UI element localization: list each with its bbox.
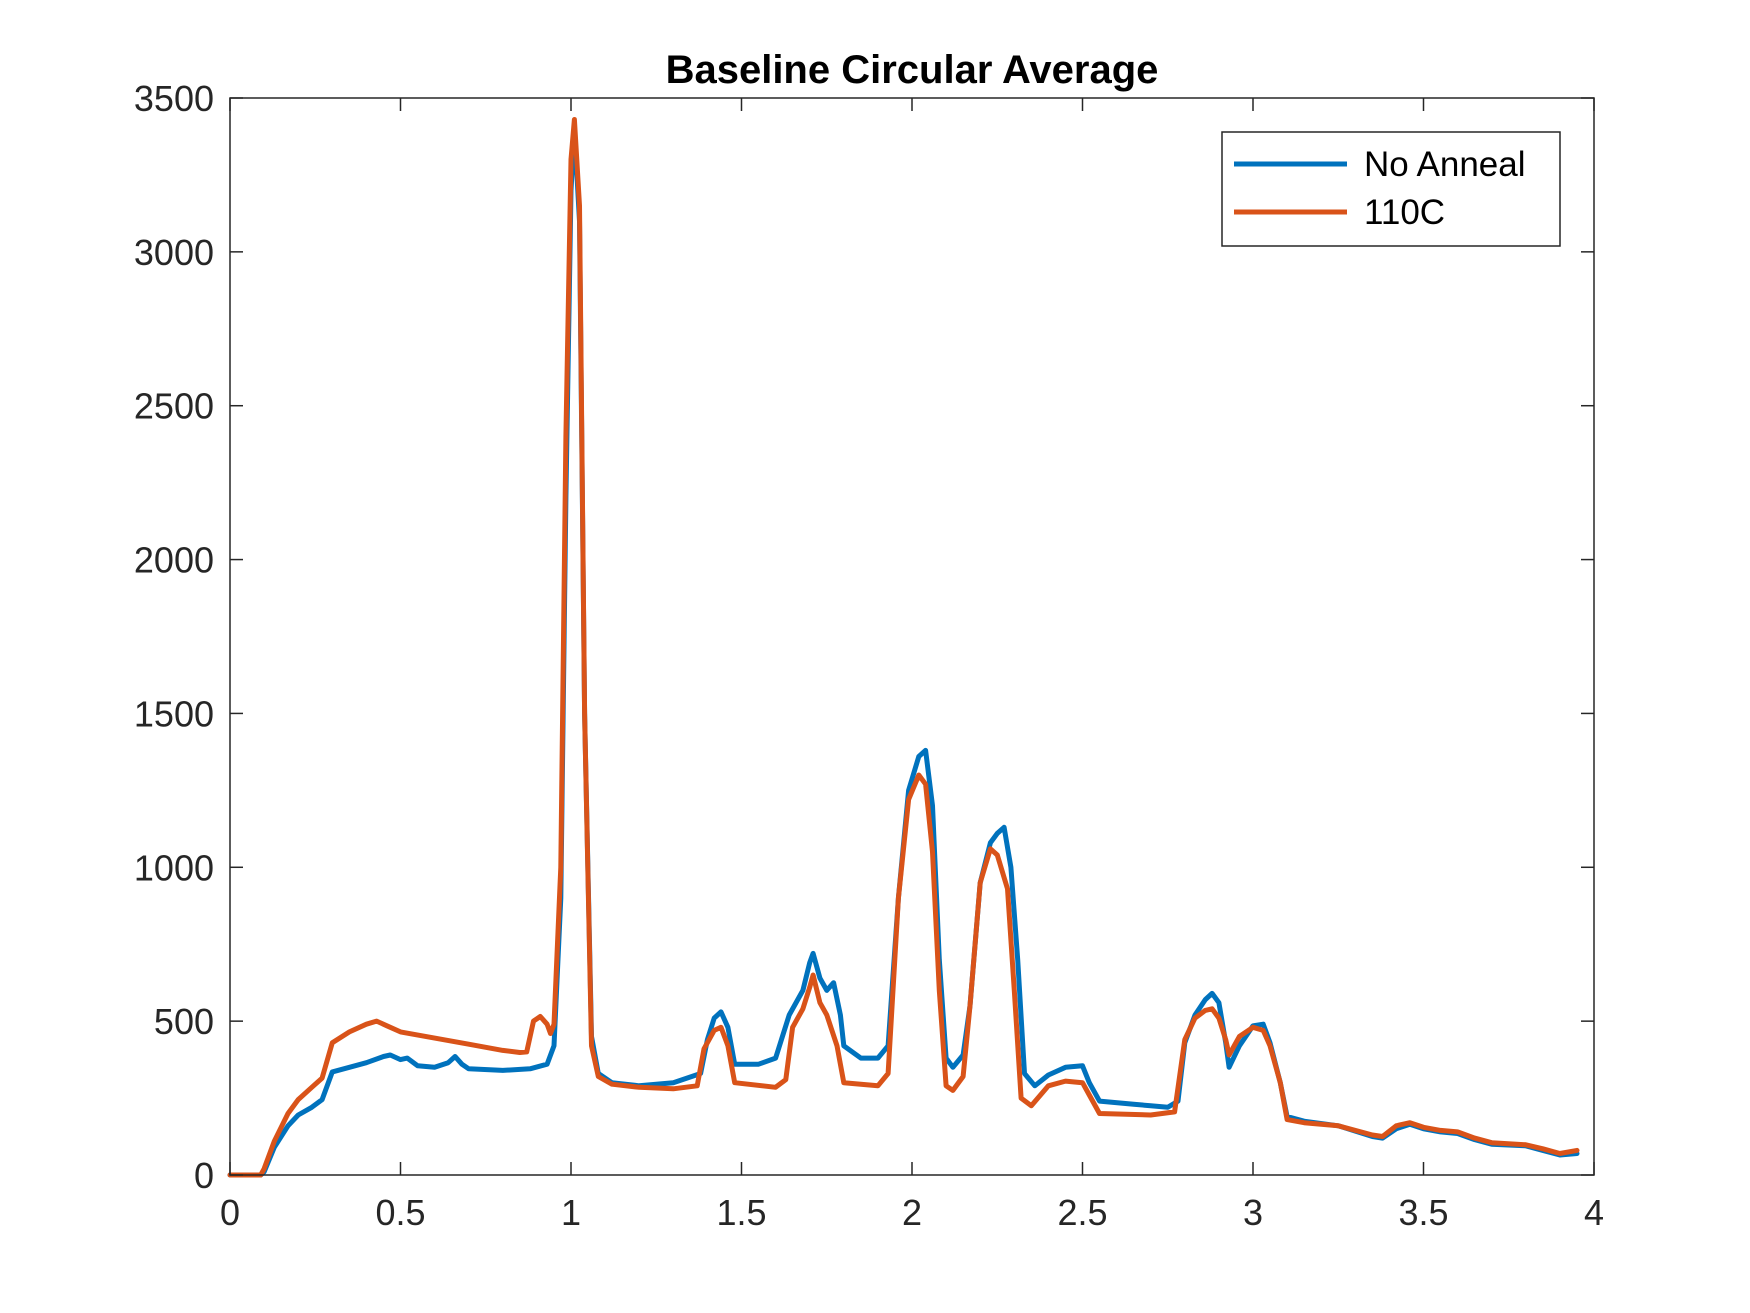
y-tick-label: 3500 bbox=[134, 78, 214, 119]
x-tick-label: 3.5 bbox=[1398, 1192, 1448, 1233]
y-tick-label: 0 bbox=[194, 1155, 214, 1196]
x-tick-label: 2.5 bbox=[1057, 1192, 1107, 1233]
x-tick-label: 0 bbox=[220, 1192, 240, 1233]
y-tick-label: 500 bbox=[154, 1001, 214, 1042]
series-layer bbox=[227, 117, 1580, 1178]
chart-title: Baseline Circular Average bbox=[666, 48, 1159, 92]
legend-label: 110C bbox=[1364, 193, 1445, 232]
x-tick-label: 3 bbox=[1243, 1192, 1263, 1233]
plot-area bbox=[230, 98, 1594, 1175]
x-tick-label: 1 bbox=[561, 1192, 581, 1233]
y-axis: 0 500 1000 1500 2000 2500 3000 3500 bbox=[134, 78, 1594, 1196]
x-tick-label: 2 bbox=[902, 1192, 922, 1233]
legend-box bbox=[1221, 131, 1561, 247]
legend: No Anneal 110C bbox=[1221, 131, 1561, 247]
y-tick-label: 1000 bbox=[134, 847, 214, 888]
x-tick-label: 0.5 bbox=[375, 1192, 425, 1233]
x-tick-label: 4 bbox=[1584, 1192, 1604, 1233]
x-tick-label: 1.5 bbox=[716, 1192, 766, 1233]
x-axis: 0 0.5 1 1.5 2 2.5 3 3.5 4 bbox=[220, 98, 1604, 1233]
y-tick-label: 2000 bbox=[134, 540, 214, 581]
y-tick-label: 1500 bbox=[134, 693, 214, 734]
series-line-2 bbox=[227, 117, 1580, 1178]
y-tick-label: 3000 bbox=[134, 232, 214, 273]
legend-label: No Anneal bbox=[1364, 145, 1526, 184]
y-tick-label: 2500 bbox=[134, 386, 214, 427]
